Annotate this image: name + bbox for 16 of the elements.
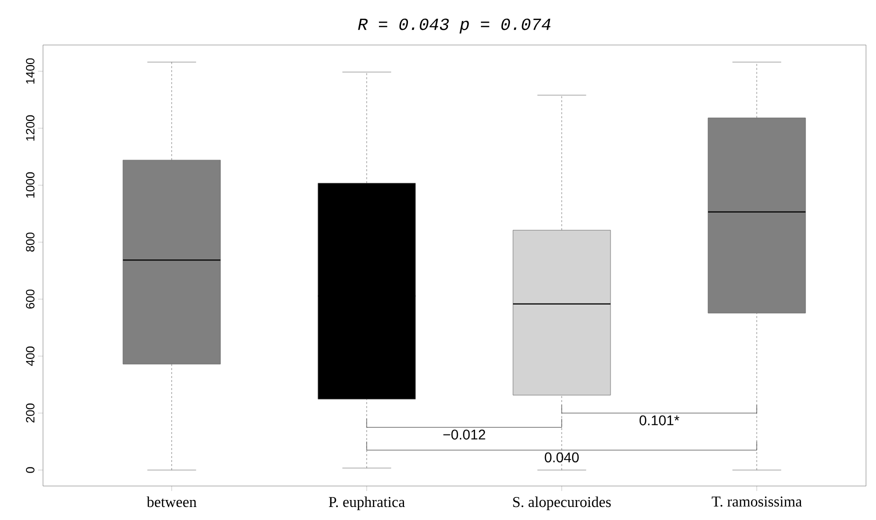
x-tick-label: between [146, 496, 196, 508]
y-tick-label: 600 [26, 290, 34, 309]
annotation: 0.040 [544, 452, 579, 462]
y-tick-label: 1400 [26, 58, 34, 84]
x-tick-label: P. euphratica [328, 496, 405, 510]
y-tick-label: 400 [26, 346, 34, 366]
x-tick-label: S. alopecuroides [513, 496, 611, 510]
y-tick-label: 800 [26, 232, 34, 252]
y-tick-label: 0 [26, 467, 34, 473]
y-tick-label: 1200 [26, 115, 34, 141]
annotation: −0.012 [443, 430, 486, 440]
y-tick-label: 200 [26, 404, 34, 422]
annotation: 0.101* [640, 415, 680, 426]
x-tick-label: T. ramosissima [712, 496, 802, 507]
chart-title: R = 0.043 p = 0.074 [358, 18, 550, 34]
y-tick-label: 1000 [26, 172, 34, 198]
